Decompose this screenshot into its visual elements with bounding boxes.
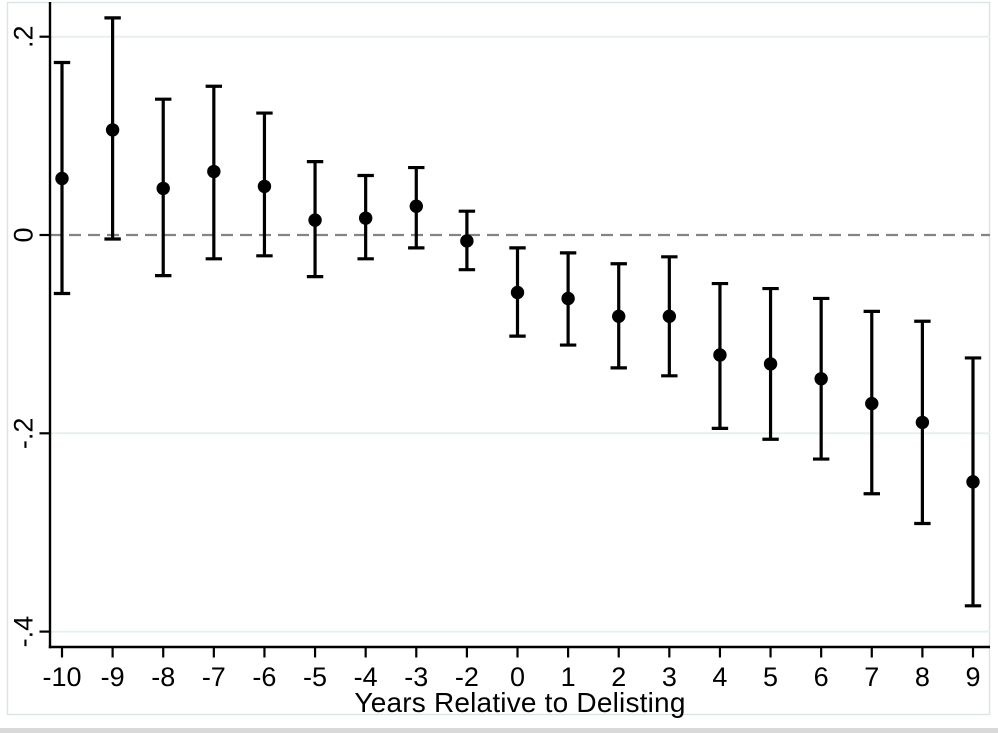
point-marker (105, 123, 120, 137)
point-marker (814, 372, 828, 386)
y-tick-label: -.4 (8, 616, 38, 648)
y-tick-label: -.2 (8, 418, 38, 450)
point-marker (662, 309, 677, 324)
point-marker (460, 234, 474, 248)
figure-border (6, 1, 991, 716)
x-tick-label: -6 (252, 662, 276, 692)
x-tick-label: 0 (510, 662, 525, 692)
x-tick-label: 6 (814, 662, 829, 692)
x-tick-label: -8 (151, 662, 175, 692)
x-tick-label: 5 (763, 662, 778, 692)
point-marker (713, 348, 727, 362)
x-tick-label: 2 (611, 662, 626, 692)
x-tick-label: 3 (662, 662, 677, 692)
point-marker (55, 171, 69, 186)
x-tick-label: -10 (42, 662, 81, 692)
x-tick-label: 9 (965, 662, 980, 692)
x-axis-title: Years Relative to Delisting (354, 687, 686, 718)
x-tick-label: -5 (303, 662, 327, 692)
x-tick-label: 8 (915, 662, 930, 692)
window-bottom-edge (0, 728, 998, 733)
x-tick-label: -3 (404, 662, 428, 692)
point-marker (966, 475, 980, 489)
point-marker (257, 179, 272, 194)
point-marker (207, 164, 221, 179)
point-marker (915, 415, 930, 430)
y-tick-label: 0 (8, 227, 38, 242)
point-marker (409, 199, 423, 213)
x-tick-label: 4 (712, 662, 727, 692)
x-tick-label: -9 (101, 662, 125, 692)
point-marker (561, 291, 575, 306)
x-tick-label: 1 (561, 662, 576, 692)
point-marker (156, 181, 170, 196)
x-tick-label: 7 (864, 662, 879, 692)
point-marker (510, 285, 525, 300)
x-tick-label: -2 (455, 662, 479, 692)
point-marker (358, 211, 373, 225)
y-tick-label: .2 (8, 25, 38, 48)
point-marker (612, 309, 626, 324)
point-marker (308, 213, 322, 227)
x-tick-label: -4 (354, 662, 378, 692)
point-marker (865, 396, 879, 411)
point-marker (763, 357, 778, 371)
x-tick-label: -7 (202, 662, 226, 692)
